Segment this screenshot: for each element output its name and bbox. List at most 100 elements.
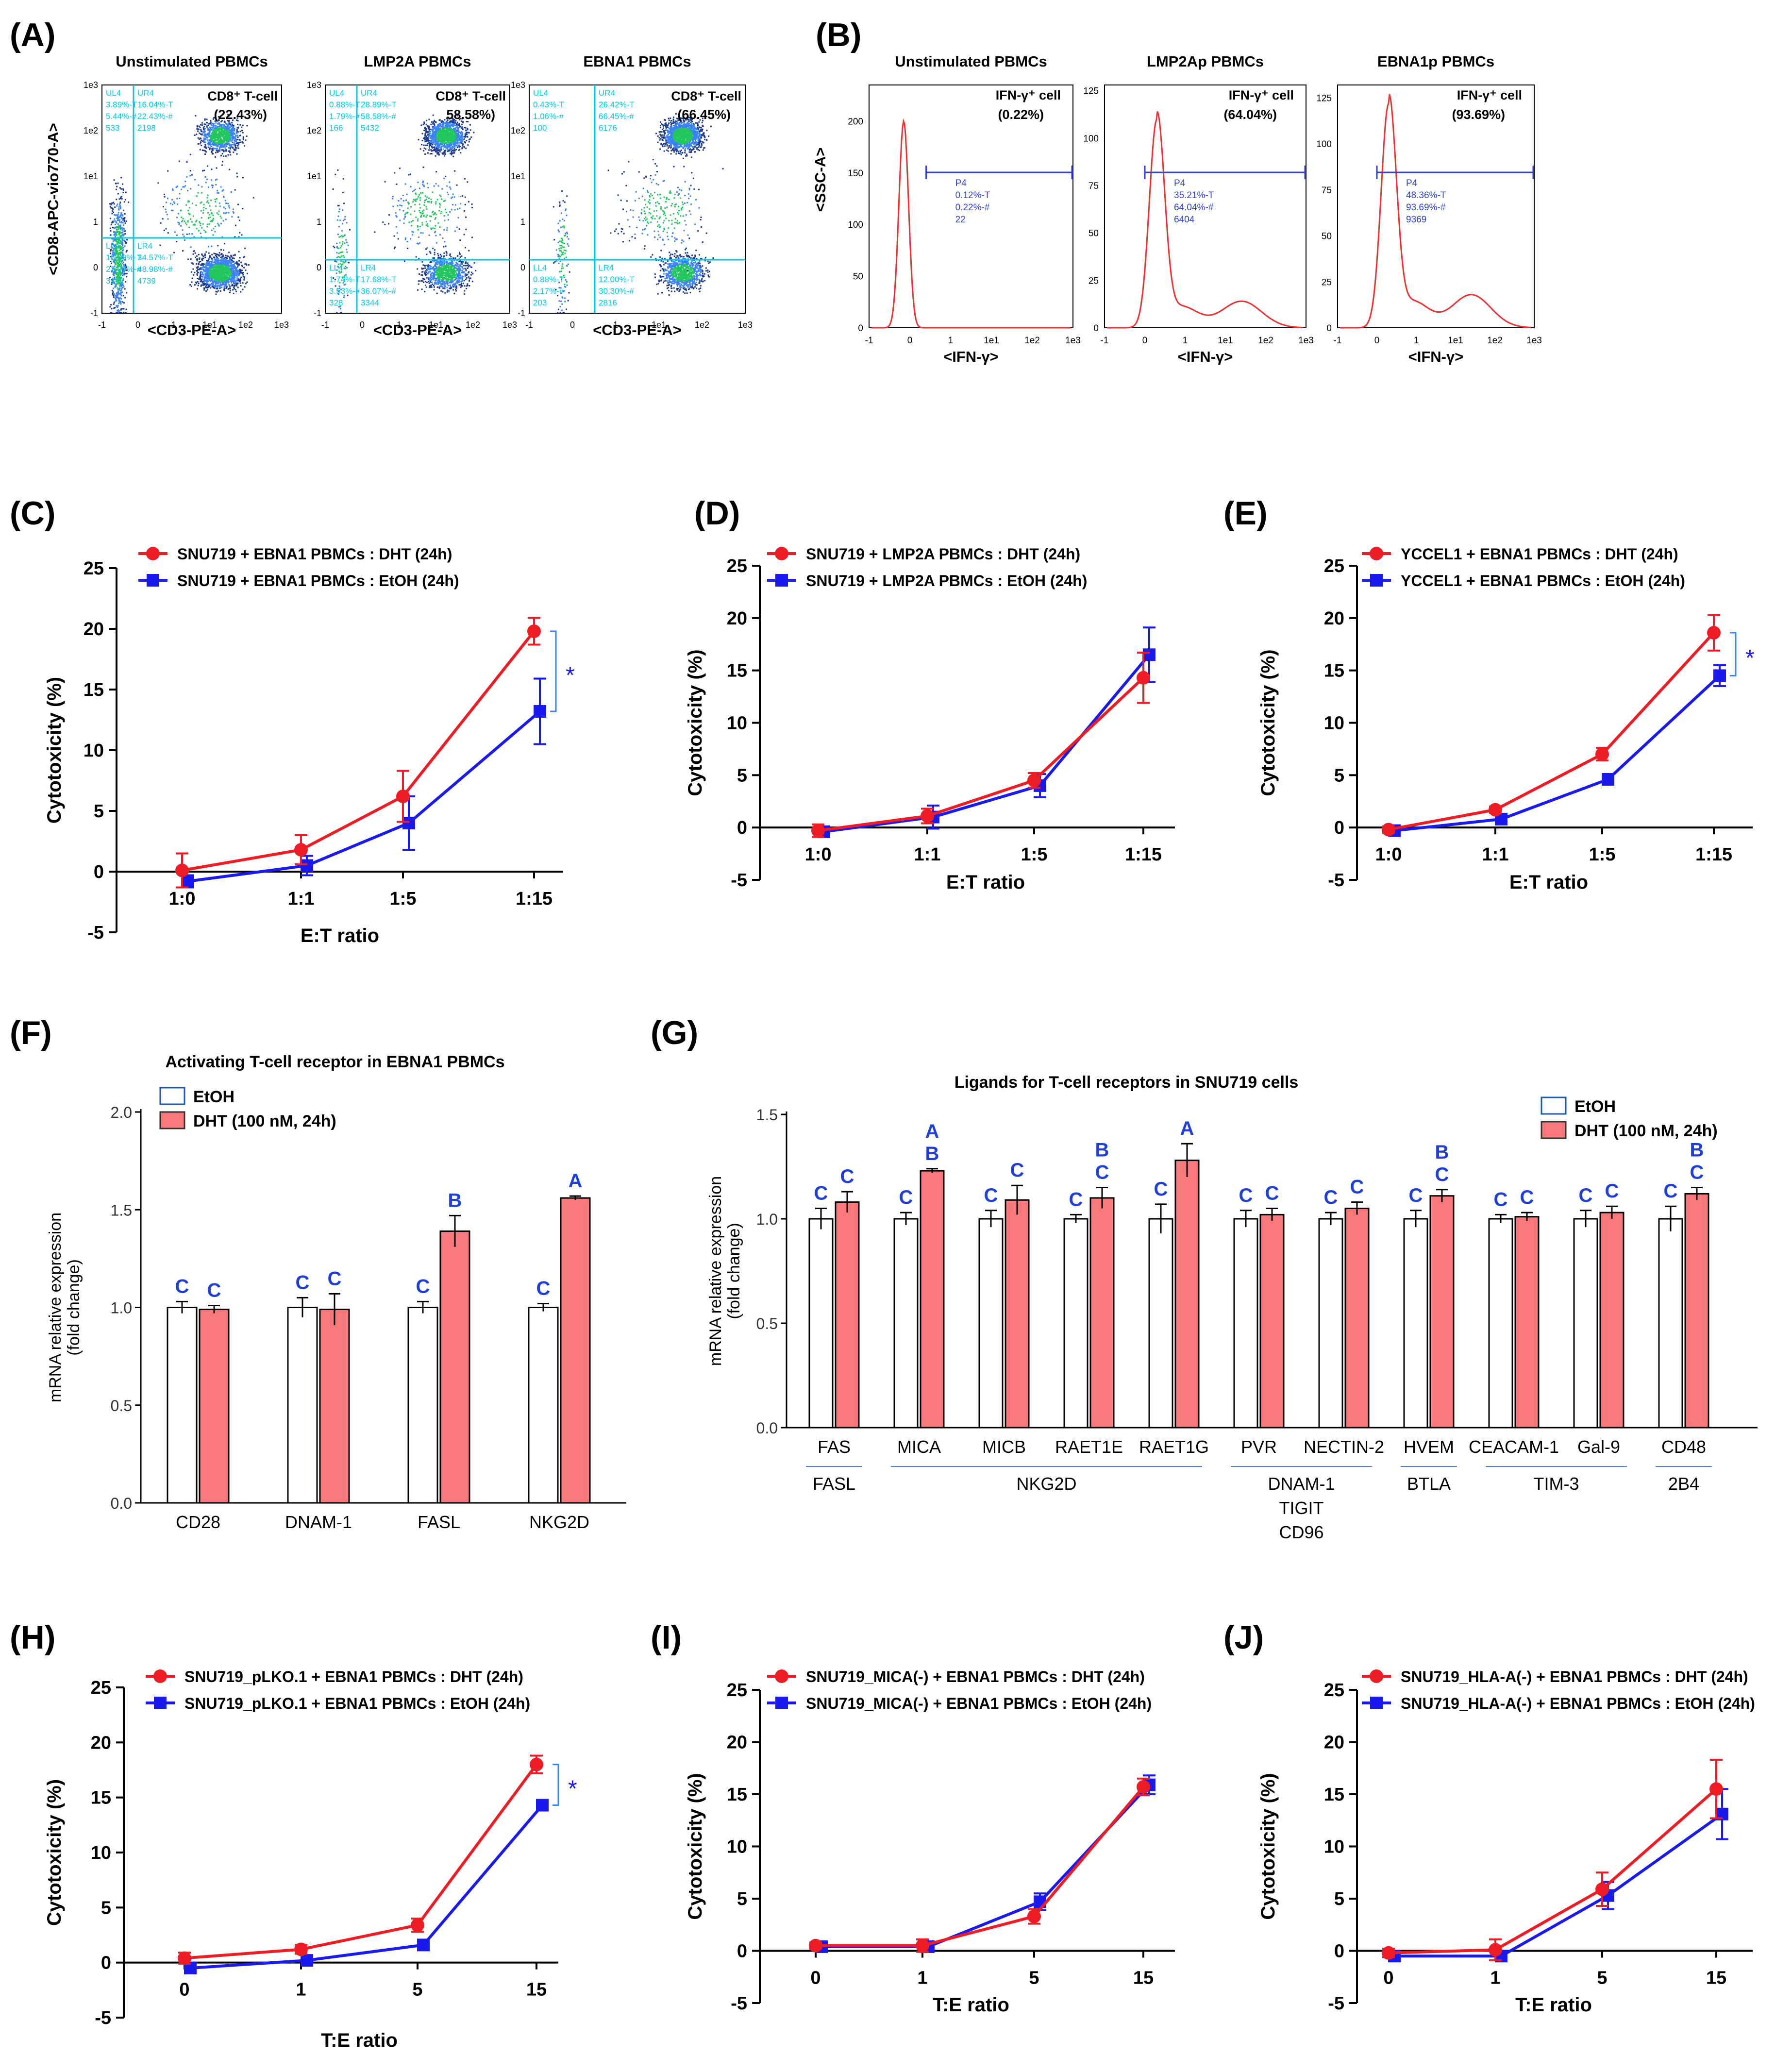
event-dot bbox=[452, 119, 454, 121]
event-dot bbox=[457, 125, 459, 127]
event-dot bbox=[230, 263, 232, 265]
event-dot bbox=[454, 284, 456, 286]
event-dot bbox=[111, 270, 113, 272]
event-dot bbox=[210, 272, 212, 274]
event-dot bbox=[450, 142, 452, 144]
event-dot bbox=[456, 129, 458, 131]
event-dot bbox=[222, 274, 224, 276]
event-dot bbox=[219, 267, 221, 269]
event-dot bbox=[449, 127, 451, 129]
event-dot bbox=[423, 130, 425, 132]
event-dot bbox=[459, 277, 461, 279]
event-dot bbox=[233, 257, 235, 259]
event-dot bbox=[227, 133, 229, 135]
event-dot bbox=[433, 137, 435, 139]
event-dot bbox=[222, 189, 224, 191]
event-dot bbox=[452, 146, 453, 148]
event-dot bbox=[204, 273, 206, 275]
event-dot bbox=[240, 271, 242, 273]
event-dot bbox=[204, 144, 206, 146]
event-dot bbox=[450, 120, 452, 122]
event-dot bbox=[112, 227, 114, 229]
event-dot bbox=[245, 139, 247, 141]
event-dot bbox=[428, 265, 430, 267]
event-dot bbox=[445, 134, 447, 135]
event-dot bbox=[213, 270, 215, 271]
event-dot bbox=[203, 229, 205, 231]
event-dot bbox=[190, 286, 192, 287]
event-dot bbox=[205, 137, 207, 139]
event-dot bbox=[116, 273, 117, 275]
event-dot bbox=[117, 283, 119, 285]
event-dot bbox=[204, 176, 206, 178]
event-dot bbox=[440, 139, 442, 141]
event-dot bbox=[111, 213, 113, 215]
event-dot bbox=[232, 280, 234, 282]
event-dot bbox=[202, 212, 204, 214]
event-dot bbox=[222, 267, 224, 269]
event-dot bbox=[237, 147, 239, 149]
event-dot bbox=[112, 255, 114, 257]
event-dot bbox=[122, 279, 124, 281]
event-dot bbox=[226, 260, 228, 262]
event-dot bbox=[218, 133, 220, 135]
event-dot bbox=[448, 137, 450, 139]
event-dot bbox=[119, 235, 121, 237]
event-dot bbox=[446, 135, 448, 136]
event-dot bbox=[464, 133, 466, 135]
event-dot bbox=[119, 269, 121, 271]
event-dot bbox=[203, 287, 205, 289]
event-dot bbox=[422, 264, 424, 266]
event-dot bbox=[223, 133, 225, 135]
event-dot bbox=[206, 201, 208, 203]
event-dot bbox=[226, 259, 228, 261]
event-dot bbox=[441, 146, 443, 148]
event-dot bbox=[222, 131, 224, 133]
event-dot bbox=[441, 143, 443, 145]
event-dot bbox=[229, 267, 231, 269]
event-dot bbox=[225, 145, 227, 147]
event-dot bbox=[120, 277, 122, 279]
event-dot bbox=[114, 239, 116, 241]
event-dot bbox=[454, 124, 456, 126]
event-dot bbox=[221, 190, 223, 192]
event-dot bbox=[238, 260, 240, 262]
event-dot bbox=[223, 259, 225, 261]
event-dot bbox=[207, 269, 209, 271]
event-dot bbox=[434, 124, 435, 126]
event-dot bbox=[449, 285, 451, 286]
event-dot bbox=[228, 262, 230, 264]
event-dot bbox=[461, 271, 463, 273]
event-dot bbox=[213, 266, 215, 268]
event-dot bbox=[219, 117, 221, 118]
event-dot bbox=[219, 280, 221, 282]
event-dot bbox=[221, 274, 223, 276]
event-dot bbox=[122, 263, 124, 265]
event-dot bbox=[446, 147, 448, 149]
event-dot bbox=[182, 250, 184, 252]
event-dot bbox=[234, 138, 236, 140]
event-dot bbox=[219, 262, 221, 264]
event-dot bbox=[120, 298, 122, 300]
event-dot bbox=[443, 127, 445, 129]
event-dot bbox=[116, 234, 118, 236]
event-dot bbox=[223, 270, 225, 272]
event-dot bbox=[447, 123, 449, 125]
event-dot bbox=[440, 139, 442, 141]
event-dot bbox=[123, 228, 125, 230]
event-dot bbox=[218, 276, 220, 278]
event-dot bbox=[431, 146, 433, 148]
event-dot bbox=[213, 286, 215, 288]
event-dot bbox=[201, 284, 202, 286]
event-dot bbox=[202, 283, 204, 285]
event-dot bbox=[172, 188, 174, 190]
event-dot bbox=[221, 282, 223, 284]
event-dot bbox=[225, 129, 227, 131]
event-dot bbox=[225, 287, 227, 289]
event-dot bbox=[211, 137, 213, 139]
event-dot bbox=[221, 270, 223, 272]
event-dot bbox=[230, 280, 232, 282]
event-dot bbox=[227, 114, 229, 116]
event-dot bbox=[113, 214, 115, 216]
event-dot bbox=[226, 281, 228, 283]
